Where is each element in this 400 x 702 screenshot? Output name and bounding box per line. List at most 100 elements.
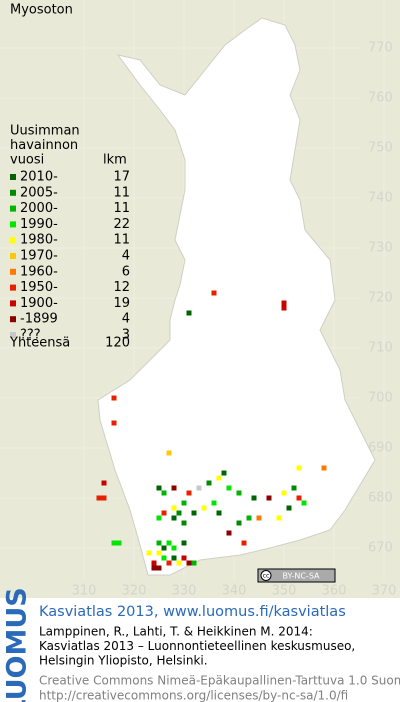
occurrence-square <box>111 420 117 426</box>
license-line: http://creativecommons.org/licenses/by-n… <box>39 689 348 702</box>
legend-count: 6 <box>122 264 130 279</box>
y-tick-label: 720 <box>368 291 393 306</box>
occurrence-square <box>151 560 157 566</box>
legend-count: 4 <box>122 312 130 327</box>
occurrence-square <box>166 450 172 456</box>
legend-count: 11 <box>113 185 130 200</box>
occurrence-square <box>281 305 287 311</box>
occurrence-square <box>291 485 297 491</box>
legend-count: 22 <box>113 217 130 232</box>
legend-swatch <box>10 332 16 338</box>
occurrence-square <box>156 515 162 521</box>
occurrence-square <box>216 475 222 481</box>
occurrence-square <box>296 465 302 471</box>
occurrence-square <box>246 515 252 521</box>
occurrence-square <box>256 515 262 521</box>
legend-label: ??? <box>20 328 41 343</box>
occurrence-square <box>276 515 282 521</box>
occurrence-square <box>96 495 102 501</box>
occurrence-square <box>176 560 182 566</box>
occurrence-square <box>181 500 187 506</box>
legend-header: vuosi <box>10 153 44 168</box>
logo: LUOMUS <box>2 587 33 702</box>
legend-swatch <box>10 221 16 228</box>
map-title: Myosoton <box>10 3 73 18</box>
x-tick-label: 350 <box>272 584 297 599</box>
occurrence-square <box>186 490 192 496</box>
license-badge: cc BY-NC-SA <box>257 568 336 583</box>
occurrence-square <box>186 560 192 566</box>
legend-swatch <box>10 300 16 307</box>
occurrence-square <box>321 465 327 471</box>
occurrence-square <box>176 510 182 516</box>
occurrence-square <box>156 550 162 556</box>
y-tick-label: 690 <box>368 441 393 456</box>
occurrence-square <box>181 540 187 546</box>
occurrence-square <box>156 485 162 491</box>
y-tick-label: 710 <box>368 341 393 356</box>
footer-heading[interactable]: Kasviatlas 2013, www.luomus.fi/kasviatla… <box>39 604 346 620</box>
legend-count-header: lkm <box>103 153 127 168</box>
occurrence-square <box>111 395 117 401</box>
occurrence-square <box>146 550 152 556</box>
y-tick-label: 760 <box>368 91 393 106</box>
legend-label: 1950- <box>20 280 58 295</box>
occurrence-square <box>201 505 207 511</box>
occurrence-square <box>171 545 177 551</box>
legend-header: Uusimman <box>10 124 80 139</box>
occurrence-square <box>116 540 122 546</box>
y-tick-label: 730 <box>368 241 393 256</box>
occurrence-square <box>301 500 307 506</box>
occurrence-square <box>166 540 172 546</box>
legend-swatch <box>10 253 16 259</box>
occurrence-square <box>236 490 242 496</box>
occurrence-square <box>296 495 302 501</box>
legend-count: 11 <box>113 233 130 248</box>
x-tick-label: 310 <box>72 584 97 599</box>
occurrence-square <box>111 540 117 546</box>
total-count: 120 <box>105 336 130 351</box>
occurrence-square <box>236 520 242 526</box>
x-tick-label: 330 <box>172 584 197 599</box>
legend-swatch <box>10 237 16 244</box>
occurrence-square <box>161 490 167 496</box>
badge-icon: cc <box>263 573 270 580</box>
occurrence-square <box>191 560 197 566</box>
occurrence-square <box>211 290 217 296</box>
y-tick-label: 670 <box>368 541 393 556</box>
badge-circle <box>260 570 272 581</box>
occurrence-square <box>251 495 257 501</box>
badge-box <box>257 568 336 583</box>
occurrence-square <box>191 510 197 516</box>
occurrence-square <box>186 310 192 316</box>
occurrence-square <box>101 480 107 486</box>
legend-label: 2005- <box>20 185 58 200</box>
occurrence-square <box>206 480 212 486</box>
occurrence-square <box>151 565 157 571</box>
occurrence-square <box>221 470 227 476</box>
y-tick-label: 750 <box>368 141 393 156</box>
occurrence-square <box>181 520 187 526</box>
legend-count: 3 <box>122 328 130 343</box>
x-tick-label: 360 <box>322 584 347 599</box>
occurrence-square <box>226 530 232 536</box>
occurrence-square <box>211 500 217 506</box>
occurrence-square <box>196 485 202 491</box>
occurrence-square <box>281 300 287 306</box>
citation-line: Kasviatlas 2013 – Luonnontieteellinen ke… <box>39 639 355 653</box>
occurrence-square <box>156 565 162 571</box>
total-label: Yhteensä <box>9 336 70 351</box>
legend-label: -1899 <box>20 312 58 327</box>
y-tick-label: 700 <box>368 391 393 406</box>
occurrence-square <box>171 555 177 561</box>
legend-swatch <box>10 316 16 323</box>
occurrence-square <box>171 505 177 511</box>
legend-header: havainnon <box>10 138 78 153</box>
x-tick-label: 370 <box>372 584 397 599</box>
legend-label: 1900- <box>20 296 58 311</box>
legend-swatch <box>10 268 16 275</box>
y-tick-label: 680 <box>368 491 393 506</box>
legend-label: 1970- <box>20 249 58 264</box>
x-tick-label: 320 <box>122 584 147 599</box>
